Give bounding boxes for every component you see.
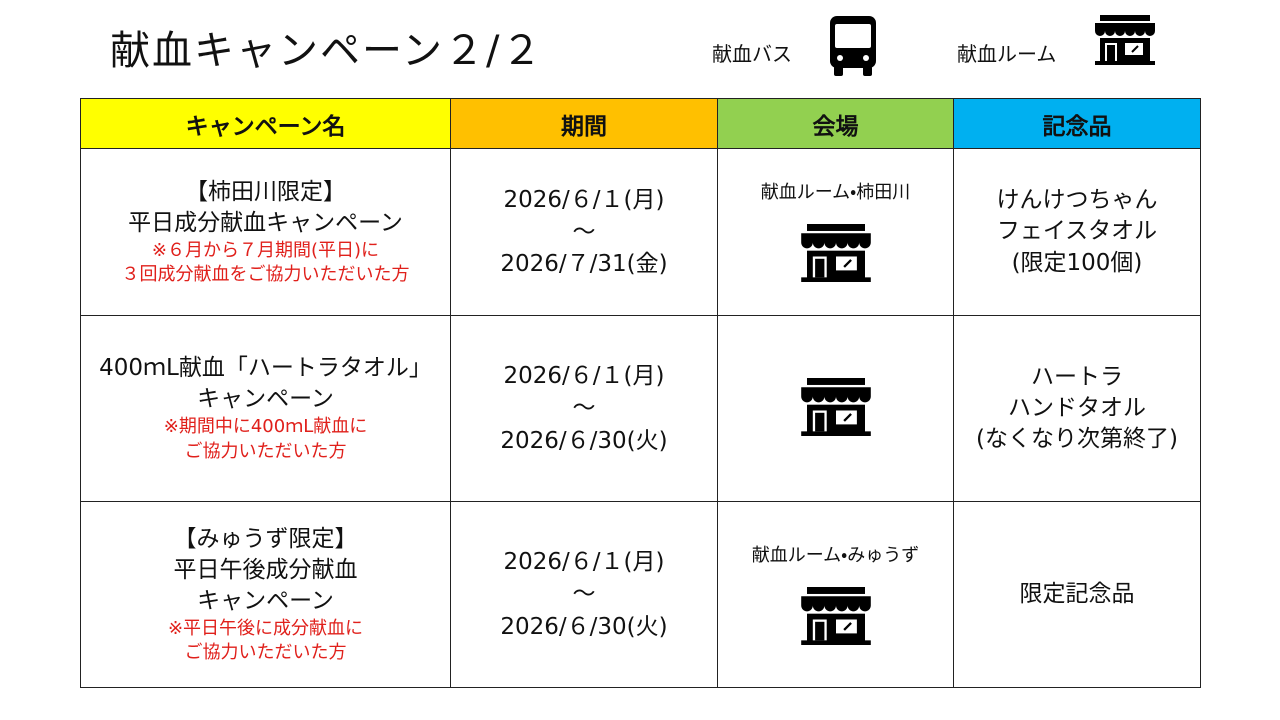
period-line: 2026/６/30(火) (500, 613, 668, 640)
gift-line: (なくなり次第終了) (976, 426, 1178, 453)
period-line: 2026/６/１(月) (503, 549, 665, 576)
table-row: 400ｍL献血「ハートラタオル」 キャンペーン ※期間中に400ｍL献血に ご協力いた… (80, 315, 1201, 502)
gift-cell: けんけつちゃん フェイスタオル (限定100個) (953, 148, 1201, 316)
table-row: 【みゅうず限定】 平日午後成分献血 キャンペーン ※平日午後に成分献血に ご協力いただい… (80, 501, 1201, 688)
shop-icon (1095, 15, 1155, 65)
name-line: 【みゅうず限定】 (173, 525, 358, 552)
note-line: ※期間中に400ｍL献血に (163, 416, 368, 438)
bus-icon (828, 16, 878, 76)
note-line: ※平日午後に成分献血に (167, 617, 364, 639)
column-header: 記念品 (953, 98, 1201, 149)
name-cell: 400ｍL献血「ハートラタオル」 キャンペーン ※期間中に400ｍL献血に ご協力いた… (80, 315, 451, 502)
name-line: 平日成分献血キャンペーン (128, 209, 403, 236)
name-line: 400ｍL献血「ハートラタオル」 (99, 355, 432, 382)
legend-label: 献血バス (712, 42, 792, 66)
gift-line: ハンドタオル (1008, 394, 1146, 421)
period-line: 2026/６/１(月) (503, 363, 665, 390)
venue-label: 献血ルーム・みゅうず (751, 544, 920, 566)
table-row: 【柿田川限定】平日成分献血キャンペーン ※６月から７月期間(平日)に ３回成分献血を… (80, 148, 1201, 316)
legend-label: 献血ルーム (957, 42, 1057, 66)
period-cell: 2026/６/１(月) ～ 2026/７/31(金) (450, 148, 718, 316)
column-header: キャンペーン名 (80, 98, 451, 149)
table-body: 【柿田川限定】平日成分献血キャンペーン ※６月から７月期間(平日)に ３回成分献血を… (80, 148, 1201, 688)
period-line: 2026/７/31(金) (500, 251, 668, 278)
period-cell: 2026/６/１(月) ～ 2026/６/30(火) (450, 501, 718, 688)
name-line: 平日午後成分献血 (173, 556, 358, 583)
period-line: ～ (572, 218, 596, 245)
note-line: ※６月から７月期間(平日)に (151, 239, 380, 261)
period-cell: 2026/６/１(月) ～ 2026/６/30(火) (450, 315, 718, 502)
name-line: キャンペーン (197, 587, 334, 614)
period-line: ～ (572, 395, 596, 422)
gift-line: (限定100個) (1011, 249, 1143, 276)
header-row: キャンペーン名 期間 会場 記念品 (80, 98, 1201, 149)
venue-cell (717, 315, 954, 502)
note-line: ３回成分献血をご協力いただいた方 (121, 264, 410, 286)
gift-cell: ハートラハンドタオル (なくなり次第終了) (953, 315, 1201, 502)
period-line: 2026/６/１(月) (503, 186, 665, 213)
venue-cell: 献血ルーム・柿田川 (717, 148, 954, 316)
column-header: 会場 (717, 98, 954, 149)
shop-icon (801, 224, 871, 282)
note-line: ご協力いただいた方 (184, 440, 347, 462)
gift-cell: 限定記念品 (953, 501, 1201, 688)
shop-icon (801, 587, 871, 645)
gift-line: フェイスタオル (996, 218, 1158, 245)
title: 献血キャンペーン２/２ (110, 28, 544, 74)
period-line: 2026/６/30(火) (500, 427, 668, 454)
campaign-table: キャンペーン名 期間 会場 記念品 【柿田川限定】平日成分献血キャンペーン ※６月から７… (80, 98, 1201, 688)
venue-cell: 献血ルーム・みゅうず (717, 501, 954, 688)
period-line: ～ (572, 581, 596, 608)
name-line: キャンペーン (197, 386, 334, 413)
name-line: 【柿田川限定】 (185, 178, 346, 205)
gift-line: ハートラ (1031, 363, 1123, 390)
name-cell: 【みゅうず限定】 平日午後成分献血 キャンペーン ※平日午後に成分献血に ご協力いただい… (80, 501, 451, 688)
gift-line: 限定記念品 (1019, 580, 1135, 607)
name-cell: 【柿田川限定】平日成分献血キャンペーン ※６月から７月期間(平日)に ３回成分献血を… (80, 148, 451, 316)
note-line: ご協力いただいた方 (184, 642, 347, 664)
venue-label: 献血ルーム・柿田川 (760, 182, 911, 203)
column-header: 期間 (450, 98, 718, 149)
gift-line: けんけつちゃん (996, 187, 1158, 214)
shop-icon (801, 378, 871, 436)
